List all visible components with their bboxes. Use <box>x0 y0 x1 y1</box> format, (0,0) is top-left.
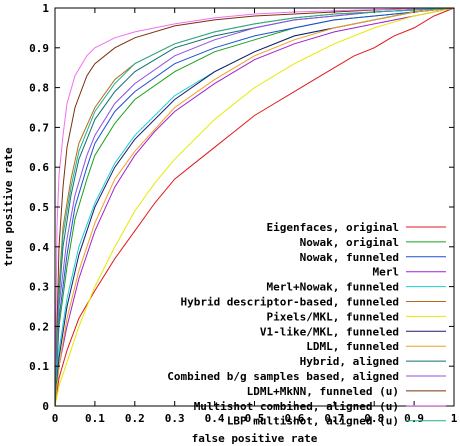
y-tick-label: 0.1 <box>29 360 49 373</box>
legend-label-2: Nowak, original <box>300 236 399 249</box>
series-line-11 <box>54 7 455 407</box>
y-tick-label: 0.6 <box>29 161 49 174</box>
x-tick-label: 1 <box>451 412 458 425</box>
x-tick-label: 0.6 <box>284 412 304 425</box>
series-line-13 <box>54 7 455 407</box>
axis-layer: 0 0.1 0.2 0.3 0.4 0.5 0.6 0.7 0.8 0.9 1 0 0.1 0.2 0.3 0… <box>29 2 458 425</box>
series-layer <box>54 7 455 407</box>
legend-label-10: Hybrid, aligned <box>300 355 399 368</box>
y-tick-label: 0.9 <box>29 42 49 55</box>
legend-label-4: Merl <box>373 266 400 279</box>
y-tick-label: 0.3 <box>29 281 49 294</box>
x-axis-title: false positive rate <box>192 432 318 445</box>
legend: Eigenfaces, original Nowak, original Nowak… <box>167 221 446 428</box>
y-tick-label: 0.7 <box>29 121 49 134</box>
series-line-14 <box>54 7 455 407</box>
series-line-12 <box>54 7 455 407</box>
legend-label-13: Multishot combined, aligned (u) <box>194 400 399 413</box>
legend-label-8: V1-like/MKL, funneled <box>260 325 399 338</box>
legend-label-12: LDML+MkNN, funneled (u) <box>247 385 399 398</box>
x-tick-label: 0.2 <box>125 412 145 425</box>
legend-label-9: LDML, funneled <box>306 340 399 353</box>
x-tick-label: 0.1 <box>85 412 105 425</box>
y-tick-label: 0 <box>42 400 49 413</box>
legend-label-11: Combined b/g samples based, aligned <box>167 370 399 383</box>
series-line-4 <box>54 7 455 407</box>
series-line-7 <box>54 7 455 407</box>
y-tick-label: 0.4 <box>29 241 49 254</box>
legend-label-5: Merl+Nowak, funneled <box>267 281 399 294</box>
legend-label-3: Nowak, funneled <box>300 251 399 264</box>
x-tick-label: 0.3 <box>165 412 185 425</box>
x-tick-label: 0 <box>52 412 59 425</box>
y-axis-title: true positive rate <box>2 147 15 267</box>
series-line-9 <box>54 7 455 407</box>
y-tick-label: 0.8 <box>29 82 49 95</box>
y-tick-label: 0.5 <box>29 201 49 214</box>
legend-label-7: Pixels/MKL, funneled <box>267 310 399 323</box>
series-line-3 <box>54 7 455 407</box>
x-tick-label: 0.7 <box>324 412 344 425</box>
x-tick-label: 0.4 <box>205 412 225 425</box>
x-tick-label: 0.9 <box>404 412 424 425</box>
legend-label-1: Eigenfaces, original <box>267 221 399 234</box>
x-tick-label: 0.5 <box>245 412 265 425</box>
x-tick-label: 0.8 <box>364 412 384 425</box>
y-tick-label: 0.2 <box>29 320 49 333</box>
y-tick-label: 1 <box>42 2 49 15</box>
legend-label-14: LBP multishot, aligned (u) <box>227 415 399 428</box>
legend-label-6: Hybrid descriptor-based, funneled <box>180 296 399 309</box>
